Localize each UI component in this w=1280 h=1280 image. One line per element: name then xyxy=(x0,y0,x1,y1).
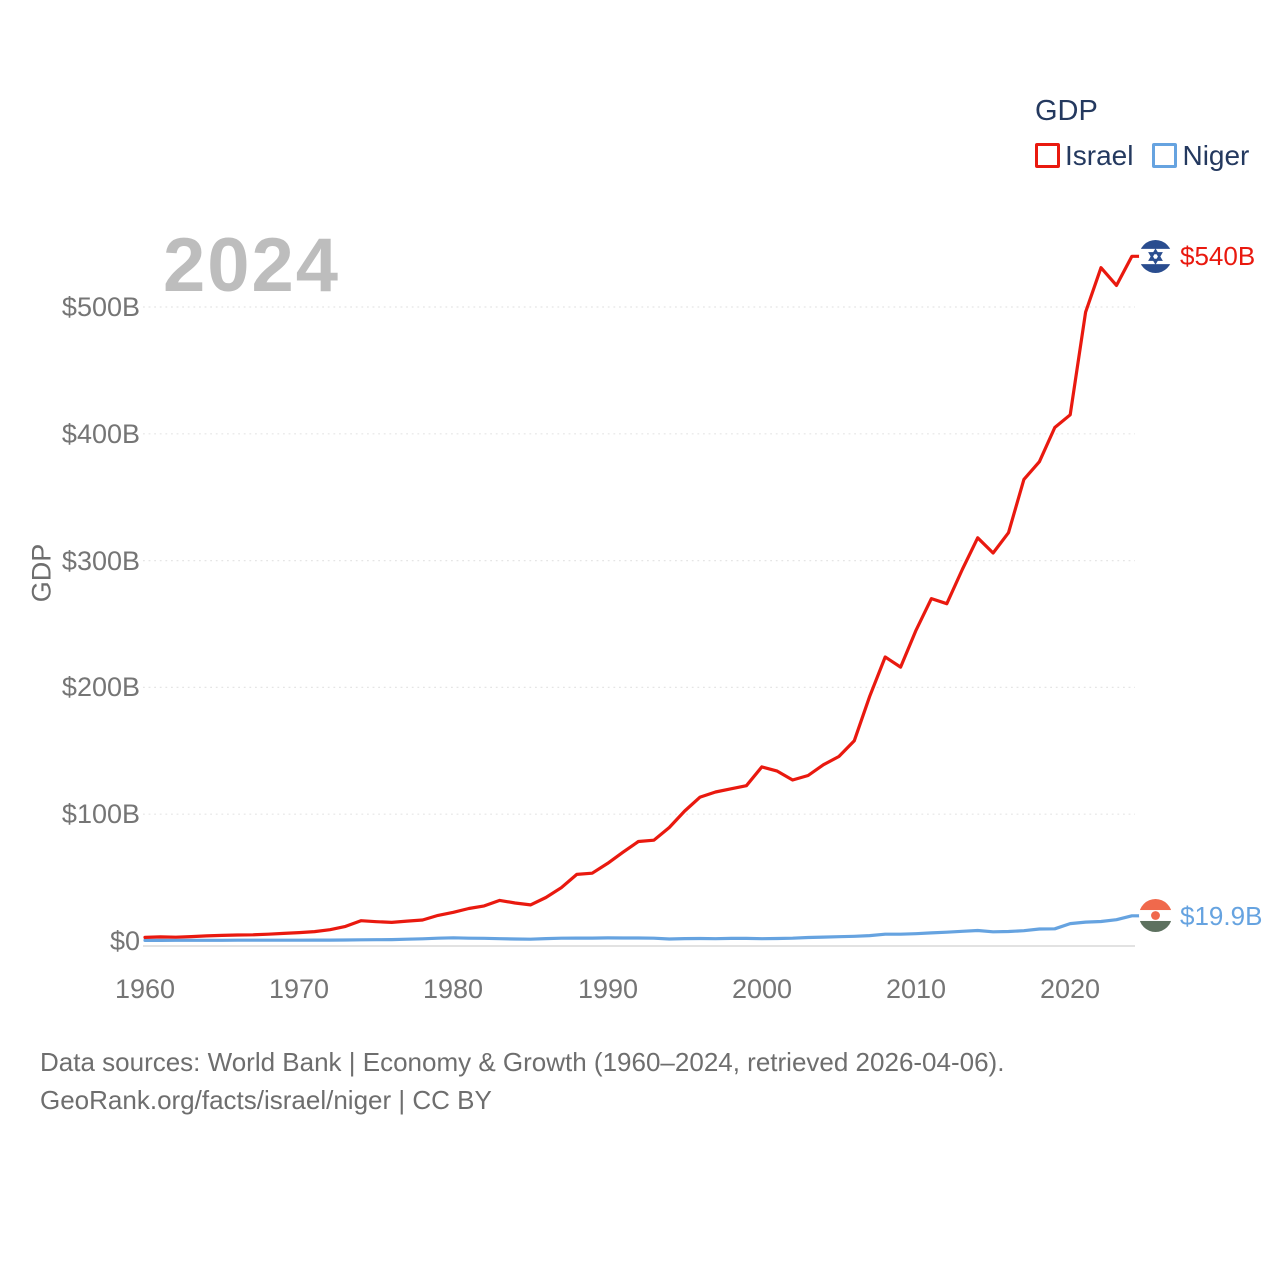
legend-item-label: Niger xyxy=(1182,140,1250,171)
attribution-footer: Data sources: World Bank | Economy & Gro… xyxy=(40,1044,1004,1119)
israel-series-swatch xyxy=(1035,143,1060,168)
x-tick-label: 1990 xyxy=(577,974,639,1004)
niger-gdp-line[interactable] xyxy=(143,914,1141,943)
x-tick-label: 1960 xyxy=(114,974,176,1004)
y-tick-label: $400B xyxy=(61,418,140,449)
niger-end-label[interactable]: $19.9B xyxy=(1139,899,1262,933)
data-sources-line: Data sources: World Bank | Economy & Gro… xyxy=(40,1047,1005,1077)
israel-gdp-line[interactable] xyxy=(143,254,1141,940)
y-tick-label: $300B xyxy=(61,545,140,576)
chart-legend: GDP Israel Niger xyxy=(1035,95,1249,171)
israel-flag-icon xyxy=(1139,239,1172,273)
legend-title: GDP xyxy=(1035,95,1098,127)
x-tick-label: 2010 xyxy=(885,974,947,1004)
y-axis-title: GDP xyxy=(26,543,57,603)
legend-items: Israel Niger xyxy=(1035,140,1249,171)
x-tick-label: 1980 xyxy=(422,974,484,1004)
niger-flag-icon xyxy=(1139,899,1172,933)
legend-item-israel[interactable]: Israel xyxy=(1035,140,1133,171)
niger-series-swatch xyxy=(1152,143,1178,168)
y-tick-label: $200B xyxy=(61,672,140,703)
niger-end-value: $19.9B xyxy=(1180,900,1263,931)
x-tick-label: 2020 xyxy=(1039,974,1101,1004)
israel-end-value: $540B xyxy=(1180,241,1256,272)
y-tick-label: $100B xyxy=(61,799,140,830)
source-url-line: GeoRank.org/facts/israel/niger | CC BY xyxy=(40,1084,492,1115)
y-tick-label: $500B xyxy=(61,292,140,322)
legend-item-niger[interactable]: Niger xyxy=(1152,140,1249,171)
israel-end-label[interactable]: $540B xyxy=(1139,239,1255,273)
year-watermark: 2024 xyxy=(163,223,341,308)
y-tick-label: $0 xyxy=(109,926,140,956)
legend-item-label: Israel xyxy=(1065,140,1134,171)
x-tick-label: 1970 xyxy=(268,974,330,1004)
x-tick-label: 2000 xyxy=(731,974,793,1004)
